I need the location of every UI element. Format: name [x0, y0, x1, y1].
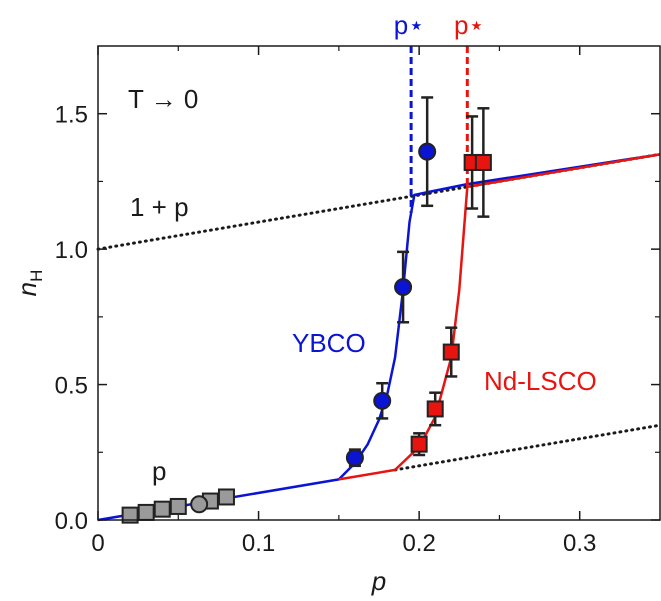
x-tick-label: 0.2 [402, 530, 435, 557]
plot-frame [97, 45, 661, 521]
data-point-circle [373, 391, 392, 410]
y-tick-label: 0.5 [55, 373, 88, 400]
x-tick-label: 0.1 [242, 530, 275, 557]
y-tick-label: 1.5 [55, 102, 88, 129]
data-point-square [153, 500, 171, 518]
p-annotation: p [152, 456, 166, 486]
data-point-square [474, 153, 492, 171]
y-axis-title: nH [12, 270, 46, 297]
data-point-circle [190, 495, 209, 514]
data-markers [121, 142, 492, 524]
data-point-square [137, 503, 155, 521]
one-plus-p-annotation: 1 + p [130, 192, 189, 222]
data-point-square [217, 488, 235, 506]
limit-annotation: T → 0 [128, 84, 198, 114]
data-point-square [169, 497, 187, 515]
x-tick-label: 0 [91, 530, 104, 557]
y-axis-title-main: n [12, 282, 42, 296]
reference-line [393, 423, 661, 472]
data-point-square [426, 400, 444, 418]
y-tick-label: 0.0 [55, 508, 88, 535]
data-point-square [442, 343, 460, 361]
data-point-square [121, 506, 139, 524]
ndlsco-label: Nd-LSCO [484, 366, 597, 396]
data-point-circle [418, 142, 437, 161]
pstar-ybco-label: p⋆ [394, 10, 425, 40]
data-point-square [410, 435, 428, 453]
axis-ticks: 0 0.1 0.2 0.3 0.0 0.5 1.0 1.5 [55, 46, 660, 557]
x-axis-title: p [371, 566, 386, 596]
y-axis-title-subscript: H [27, 270, 46, 282]
data-point-circle [345, 448, 364, 467]
ybco-label: YBCO [292, 328, 366, 358]
pstar-ndlsco-label: p⋆ [454, 10, 485, 40]
y-tick-label: 1.0 [55, 237, 88, 264]
fit-curve [338, 153, 661, 481]
data-point-circle [394, 278, 413, 297]
x-tick-label: 0.3 [563, 530, 596, 557]
